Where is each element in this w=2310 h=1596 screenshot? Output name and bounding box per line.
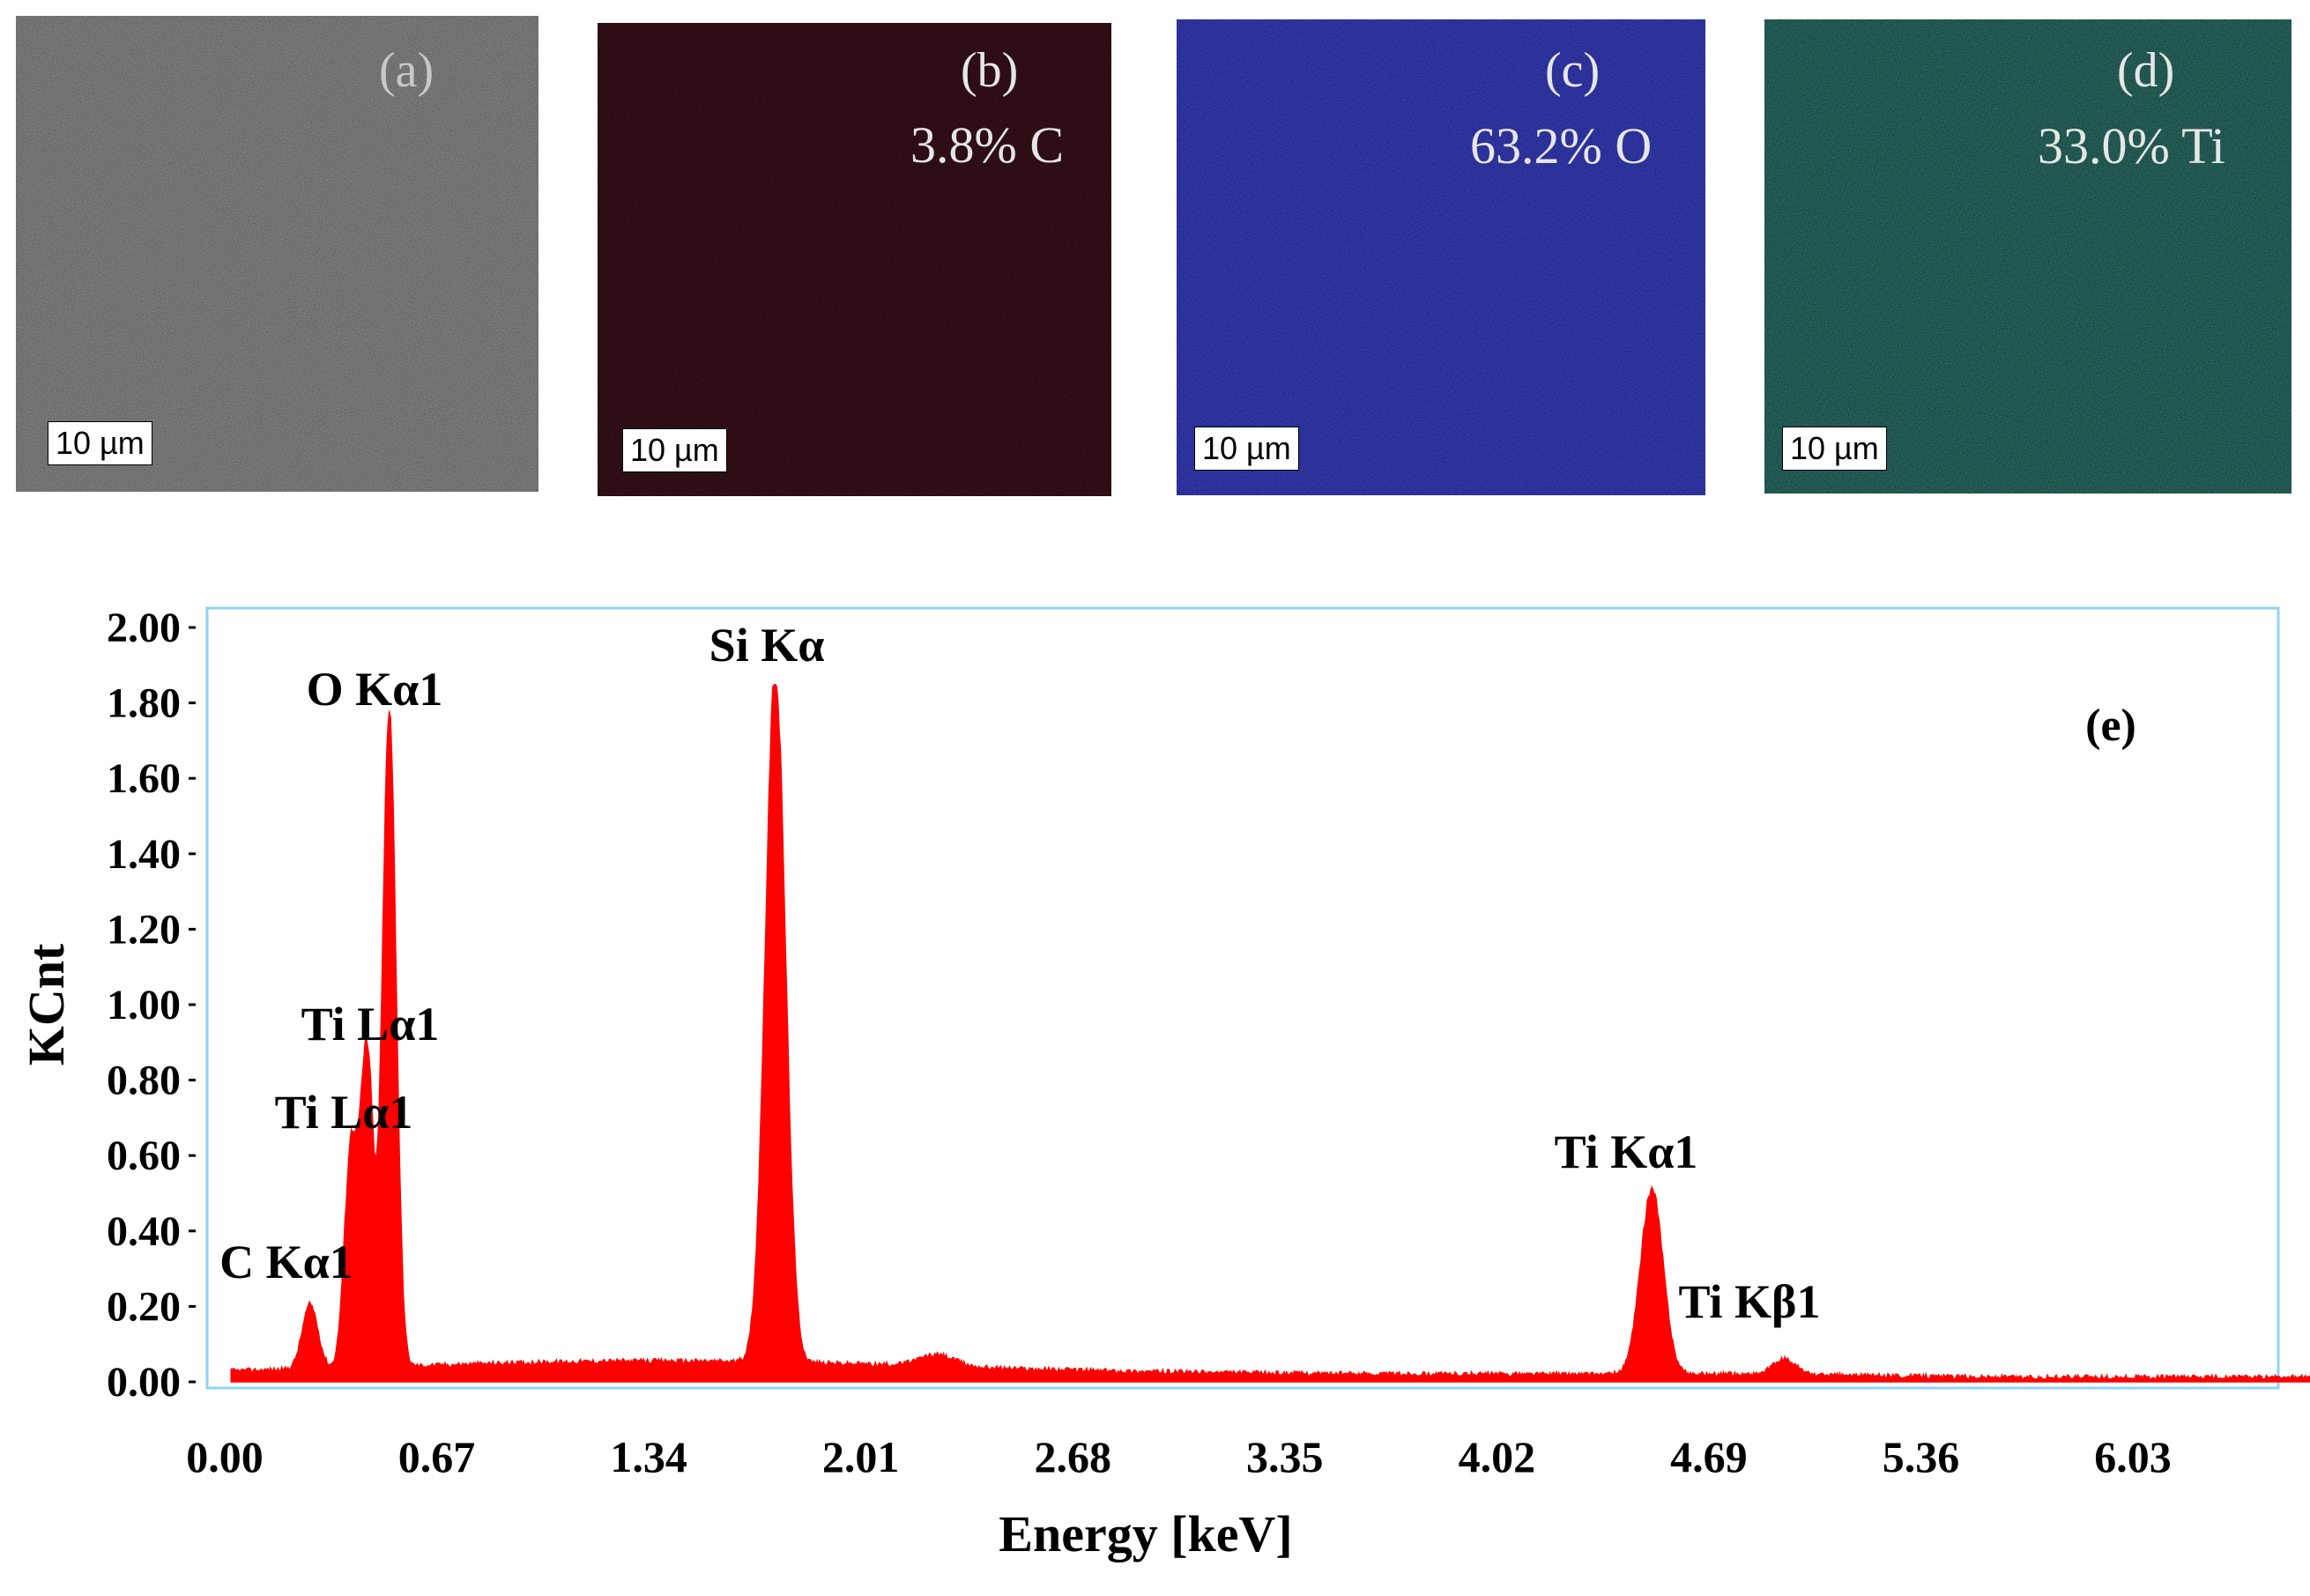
y-axis-label: KCnt [18, 943, 75, 1065]
peak-label: Ti Kβ1 [1679, 1275, 1821, 1328]
oxygen-map-panel-c: (c) 63.2% O 10 µm [1177, 19, 1705, 495]
sem-image-panel-a: (a) 10 µm [16, 16, 539, 492]
peak-label: Ti Lα1 [275, 1086, 413, 1139]
x-tick-label: 3.35 [1246, 1432, 1324, 1481]
chart-root: 0.00 0.20 0.40 0.60 0.80 1.00 1.20 1.40 1.60 1.80… [18, 605, 2310, 1563]
x-tick-label: 5.36 [1883, 1432, 1960, 1481]
y-tick-label: 0.00 [107, 1359, 181, 1406]
x-tick-label: 2.01 [822, 1432, 900, 1481]
y-tick-label: 0.60 [107, 1132, 181, 1179]
x-axis-label: Energy [keV] [999, 1505, 1292, 1563]
titanium-percent: 33.0% Ti [2038, 117, 2225, 174]
spectrum-area [230, 683, 2310, 1383]
titanium-map-texture [1764, 19, 2291, 494]
peak-label: C Kα1 [219, 1236, 353, 1288]
y-tick-label: 2.00 [107, 605, 181, 651]
y-tick-label: 1.40 [107, 831, 181, 878]
x-tick-label: 0.00 [186, 1432, 264, 1481]
plot-frame [205, 606, 2280, 1390]
y-tick-label: 1.00 [107, 982, 181, 1028]
x-tick-label: 4.69 [1670, 1432, 1748, 1481]
y-tick-label: 1.60 [107, 755, 181, 802]
y-tick-label: 0.40 [107, 1208, 181, 1255]
panel-label-e: (e) [2085, 701, 2136, 751]
peak-label: Si Kα [709, 619, 825, 672]
oxygen-map-texture [1177, 19, 1705, 495]
y-tick-label: 1.20 [107, 906, 181, 953]
peak-label: Ti Kα1 [1555, 1125, 1698, 1178]
x-tick-label: 0.67 [398, 1432, 476, 1481]
scale-bar-a: 10 µm [48, 421, 152, 465]
peak-label: O Kα1 [307, 663, 443, 716]
panel-label-a: (a) [379, 43, 435, 98]
scale-bar-b: 10 µm [622, 428, 727, 472]
panel-label-c: (c) [1545, 43, 1601, 98]
panel-label-d: (d) [2117, 43, 2175, 98]
scale-bar-c: 10 µm [1194, 427, 1299, 471]
y-tick-label: 0.80 [107, 1058, 181, 1104]
carbon-map-texture [598, 23, 1111, 496]
y-tick-label: 1.80 [107, 680, 181, 727]
x-tick-label: 6.03 [2094, 1432, 2172, 1481]
titanium-map-panel-d: (d) 33.0% Ti 10 µm [1764, 19, 2291, 494]
panel-label-b: (b) [961, 43, 1019, 98]
peak-label: Ti Lα1 [301, 998, 440, 1050]
carbon-percent: 3.8% C [910, 116, 1064, 174]
x-tick-label: 2.68 [1034, 1432, 1111, 1481]
y-tick-label: 0.20 [107, 1283, 181, 1330]
x-tick-label: 4.02 [1459, 1432, 1536, 1481]
sem-texture [16, 16, 539, 492]
carbon-map-panel-b: (b) 3.8% C 10 µm [598, 23, 1111, 496]
oxygen-percent: 63.2% O [1470, 117, 1653, 174]
x-tick-label: 1.34 [610, 1432, 687, 1481]
scale-bar-d: 10 µm [1782, 427, 1887, 471]
